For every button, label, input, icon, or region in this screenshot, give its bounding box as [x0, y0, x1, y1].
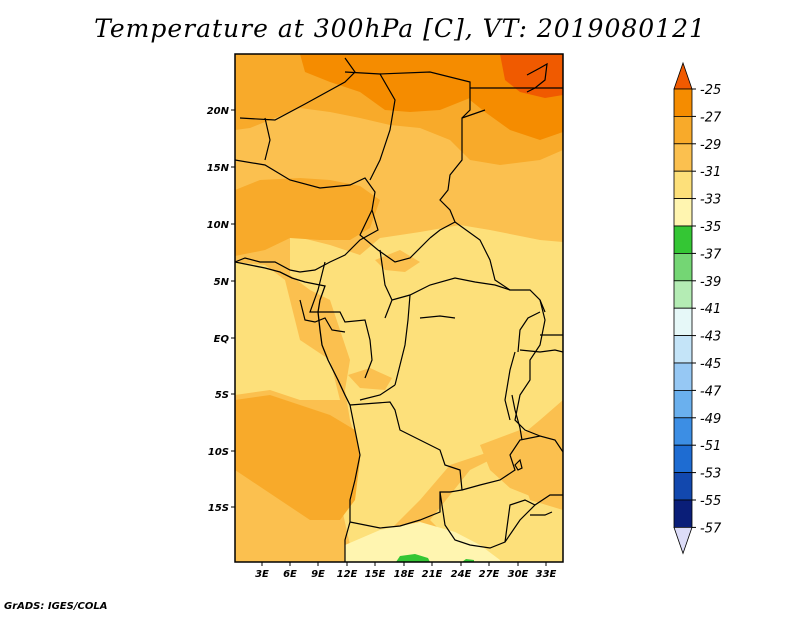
colorbar-swatch	[673, 362, 693, 391]
field-south-minus33	[345, 522, 500, 562]
colorbar-label: -55	[700, 494, 721, 509]
map-title: Temperature at 300hPa [C], VT: 201908012…	[94, 14, 706, 43]
colorbar-bottom-arrow	[673, 527, 693, 555]
map-frame	[234, 53, 564, 563]
lat-tick-label: 20N	[207, 106, 230, 117]
colorbar-label: -57	[700, 521, 722, 536]
colorbar-swatch	[673, 499, 693, 528]
colorbar-label: -31	[700, 165, 721, 180]
colorbar-label: -33	[700, 193, 721, 208]
colorbar-swatch	[673, 280, 693, 309]
colorbar-swatch	[673, 472, 693, 501]
colorbar-label: -47	[700, 384, 722, 399]
colorbar-label: -37	[700, 247, 722, 262]
field-band-minus27-south	[235, 178, 380, 256]
colorbar-label: -27	[700, 110, 722, 125]
coastline	[235, 261, 351, 406]
colorbar-swatch	[673, 143, 693, 172]
colorbar-swatch	[673, 417, 693, 446]
colorbar-swatch	[673, 389, 693, 419]
colorbar-label: -35	[700, 220, 721, 235]
lat-tick-label: 15S	[208, 503, 229, 514]
colorbar-label: -39	[700, 275, 721, 290]
lon-tick-label: 6E	[283, 569, 297, 580]
colorbar-swatch	[673, 307, 693, 337]
colorbar-label: -41	[700, 302, 721, 317]
colorbar-swatch	[673, 88, 693, 117]
field-ocean-minus29	[235, 395, 360, 520]
lakes	[419, 62, 553, 516]
field-lobe-minus29-a	[348, 368, 392, 390]
colorbar-label: -45	[700, 357, 721, 372]
lat-tick-label: 10S	[208, 447, 229, 458]
field-lobe-minus29-c	[480, 430, 560, 500]
colorbar-top-arrow	[673, 61, 693, 90]
colorbar-swatch	[673, 170, 693, 199]
colorbar-swatch	[673, 198, 693, 227]
field-ocean-minus31	[235, 262, 340, 400]
lon-tick-label: 12E	[337, 569, 358, 580]
colorbar-swatch	[673, 116, 693, 145]
axis-ticks	[231, 109, 547, 566]
lat-tick-label: 15N	[207, 163, 230, 174]
colorbar-swatch	[673, 335, 693, 364]
colorbar-swatch	[673, 444, 693, 474]
colorbar-label: -43	[700, 330, 721, 345]
colorbar-swatch	[673, 225, 693, 254]
colorbar-label: -53	[700, 467, 721, 482]
country-borders	[235, 57, 563, 562]
lon-tick-label: 9E	[311, 569, 325, 580]
lon-tick-label: 3E	[255, 569, 269, 580]
colorbar-label: -51	[700, 439, 721, 454]
lon-tick-label: 33E	[536, 569, 557, 580]
lat-tick-label: 5N	[214, 277, 230, 288]
colorbar-label: -29	[700, 138, 721, 153]
temperature-field	[235, 54, 563, 562]
lon-tick-label: 18E	[394, 569, 415, 580]
colorbar-label: -49	[700, 412, 721, 427]
lat-tick-label: 10N	[207, 220, 230, 231]
lon-tick-label: 15E	[365, 569, 386, 580]
colorbar-swatch	[673, 252, 693, 282]
lat-tick-label: EQ	[214, 334, 230, 345]
lon-tick-label: 21E	[422, 569, 443, 580]
colorbar-label: -25	[700, 83, 721, 98]
colorbar: -25 -27 -29 -31 -33 -35 -37 -39 -41 -43 -45 -47 -49 -…	[673, 61, 722, 555]
lon-tick-label: 30E	[508, 569, 529, 580]
lon-tick-label: 24E	[451, 569, 472, 580]
field-south-minus37	[396, 554, 430, 562]
lat-tick-label: 5S	[215, 390, 229, 401]
grads-credit: GrADS: IGES/COLA	[4, 601, 108, 612]
lon-tick-label: 27E	[479, 569, 500, 580]
field-band-minus31-east	[430, 455, 563, 562]
